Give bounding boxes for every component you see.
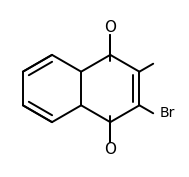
Text: O: O <box>104 20 116 35</box>
Text: Br: Br <box>159 106 175 120</box>
Text: O: O <box>104 142 116 157</box>
